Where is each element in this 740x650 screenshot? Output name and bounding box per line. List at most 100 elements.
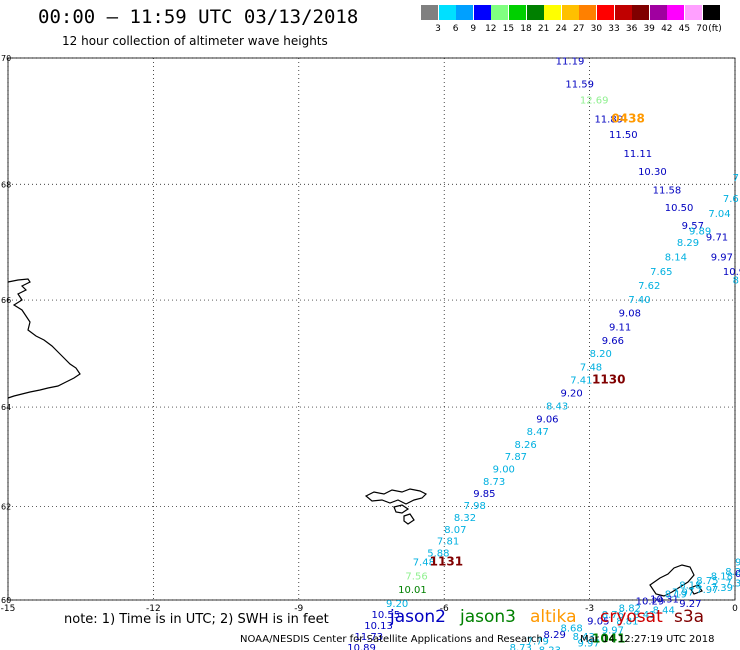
colorbar-swatch	[526, 5, 544, 20]
wave-height-label: 5.88	[427, 548, 449, 559]
wave-height-label: 9.89	[689, 227, 711, 238]
lon-tick-label: -12	[146, 604, 161, 614]
wave-height-label: 10.29	[636, 597, 665, 608]
wave-height-label: 7.81	[437, 537, 459, 548]
wave-height-label: 9.00	[493, 465, 515, 476]
track-labels: 11.19 11.59 12.69 11.89 11.50 11.11 10.30 11.58…	[347, 57, 740, 650]
wave-height-label: 7.04	[708, 209, 730, 220]
wave-height-label: 7.98	[464, 501, 486, 512]
colorbar-swatch	[614, 5, 632, 20]
footer-note: note: 1) Time is in UTC; 2) SWH is in fe…	[64, 612, 329, 627]
wave-height-label: 8.44	[653, 606, 675, 617]
wave-height-label: 8.73	[483, 477, 505, 488]
wave-height-label: 11.50	[609, 130, 638, 141]
wave-height-label: 10.89	[347, 643, 376, 650]
wave-height-label: 11.58	[653, 185, 682, 196]
lat-tick-label: 60	[1, 596, 11, 605]
colorbar-label: 70	[696, 24, 708, 34]
colorbar-swatch	[421, 5, 438, 20]
wave-height-label: 7.41	[570, 376, 592, 387]
wave-height-label: 8.19	[665, 590, 687, 601]
colorbar-swatch	[667, 5, 685, 20]
lon-tick-label: -9	[294, 604, 303, 614]
pass-time-label: 0438	[611, 112, 644, 126]
colorbar-label: 3	[435, 24, 441, 34]
colorbar-label: 36	[625, 24, 638, 34]
wave-height-label: 7.97	[672, 587, 694, 598]
pass-time-label: 1041	[592, 631, 625, 645]
wave-height-label: 7.6	[723, 194, 739, 205]
coastline	[7, 278, 81, 399]
wave-height-label: 9.66	[602, 336, 624, 347]
wave-height-label: 7.48	[413, 558, 435, 569]
coastline	[649, 564, 695, 597]
colorbar-swatch	[544, 5, 562, 20]
wave-height-label: 8.26	[514, 440, 536, 451]
wave-height-label: 9.57	[682, 221, 704, 232]
wave-height-label: 8.68	[561, 623, 583, 634]
wave-height-label: 9.4	[735, 558, 740, 569]
map-subtitle: 12 hour collection of altimeter wave hei…	[62, 34, 328, 48]
colorbar-swatch	[649, 5, 667, 20]
wave-height-label: 8.22	[725, 567, 740, 578]
wave-height-label: 8.82	[619, 603, 641, 614]
lat-tick-label: 66	[1, 296, 11, 305]
wave-height-label: 7.97	[696, 585, 718, 596]
wave-height-label: 9.97	[711, 253, 733, 264]
wave-height-label: 11.89	[594, 115, 623, 126]
colorbar-label: 33	[608, 24, 620, 34]
wave-height-label: 9.27	[679, 599, 701, 610]
colorbar-label: 6	[452, 24, 459, 34]
pass-time-labels: 04381130113111321110104011111041	[430, 112, 645, 650]
wave-height-label: 10.13	[364, 621, 393, 632]
satellite-legend-jason3: jason3	[460, 607, 516, 627]
wave-height-label: 11.73	[355, 632, 384, 643]
wave-height-label: 7.39	[711, 583, 733, 594]
satellite-legend-cryosat: cryosat	[600, 607, 663, 627]
wave-height-label: 8.07	[444, 525, 466, 536]
colorbar-label: 39	[643, 24, 655, 34]
wave-height-label: 9.97	[577, 639, 599, 650]
wave-height-label: 0.0	[735, 569, 740, 580]
wave-height-label: 8.14	[665, 253, 687, 264]
colorbar-label: 18	[520, 24, 532, 34]
wave-height-label: 11.19	[556, 57, 585, 68]
wave-height-label: 7.87	[505, 452, 527, 463]
wave-height-label: 7.62	[638, 281, 660, 292]
map-frame	[7, 57, 736, 601]
axis-tick-labels: -15 -12 -9 -6 -3 0 60 62 64 66 68 70	[1, 54, 738, 614]
wave-height-label: 7.48	[580, 363, 602, 374]
colorbar-unit: (ft)	[708, 24, 722, 34]
wave-height-label: 9.20	[561, 389, 583, 400]
colorbar-label: 12	[485, 24, 497, 34]
colorbar-swatch	[473, 5, 491, 20]
wave-height-label: 8.20	[590, 349, 612, 360]
wave-height-label: 7.79	[527, 637, 549, 648]
colorbar-label: 9	[470, 24, 477, 34]
satellite-legend-s3a: s3a	[674, 607, 705, 627]
colorbar-label: 21	[537, 24, 550, 34]
wave-height-label: 12.69	[580, 96, 609, 107]
colorbar-swatch	[702, 5, 720, 20]
wave-height-label: 8.76	[602, 610, 624, 621]
wave-height-label: 9.08	[619, 309, 641, 320]
generated-timestamp: Mar 14 12:27:19 UTC 2018	[580, 634, 715, 645]
coastline	[689, 584, 703, 595]
wave-height-label: 8.29	[544, 630, 566, 641]
pass-time-label: 1130	[592, 373, 625, 387]
wave-height-label: 10.9	[723, 267, 740, 278]
colorbar-swatch	[438, 5, 456, 20]
wave-height-label: 7.56	[405, 572, 427, 583]
wave-height-label: 10.30	[638, 167, 667, 178]
wave-height-label: 8.32	[454, 513, 476, 524]
coastline	[403, 513, 415, 525]
lon-tick-label: -6	[440, 604, 449, 614]
colorbar-swatch	[491, 5, 509, 20]
wave-height-label: 7.65	[650, 267, 672, 278]
satellite-legend-jason2: jason2	[390, 607, 446, 627]
lon-tick-label: -15	[1, 604, 16, 614]
wave-height-label: 9.85	[473, 489, 495, 500]
wave-height-label: 8.73	[510, 643, 532, 650]
lon-tick-label: -3	[585, 604, 594, 614]
